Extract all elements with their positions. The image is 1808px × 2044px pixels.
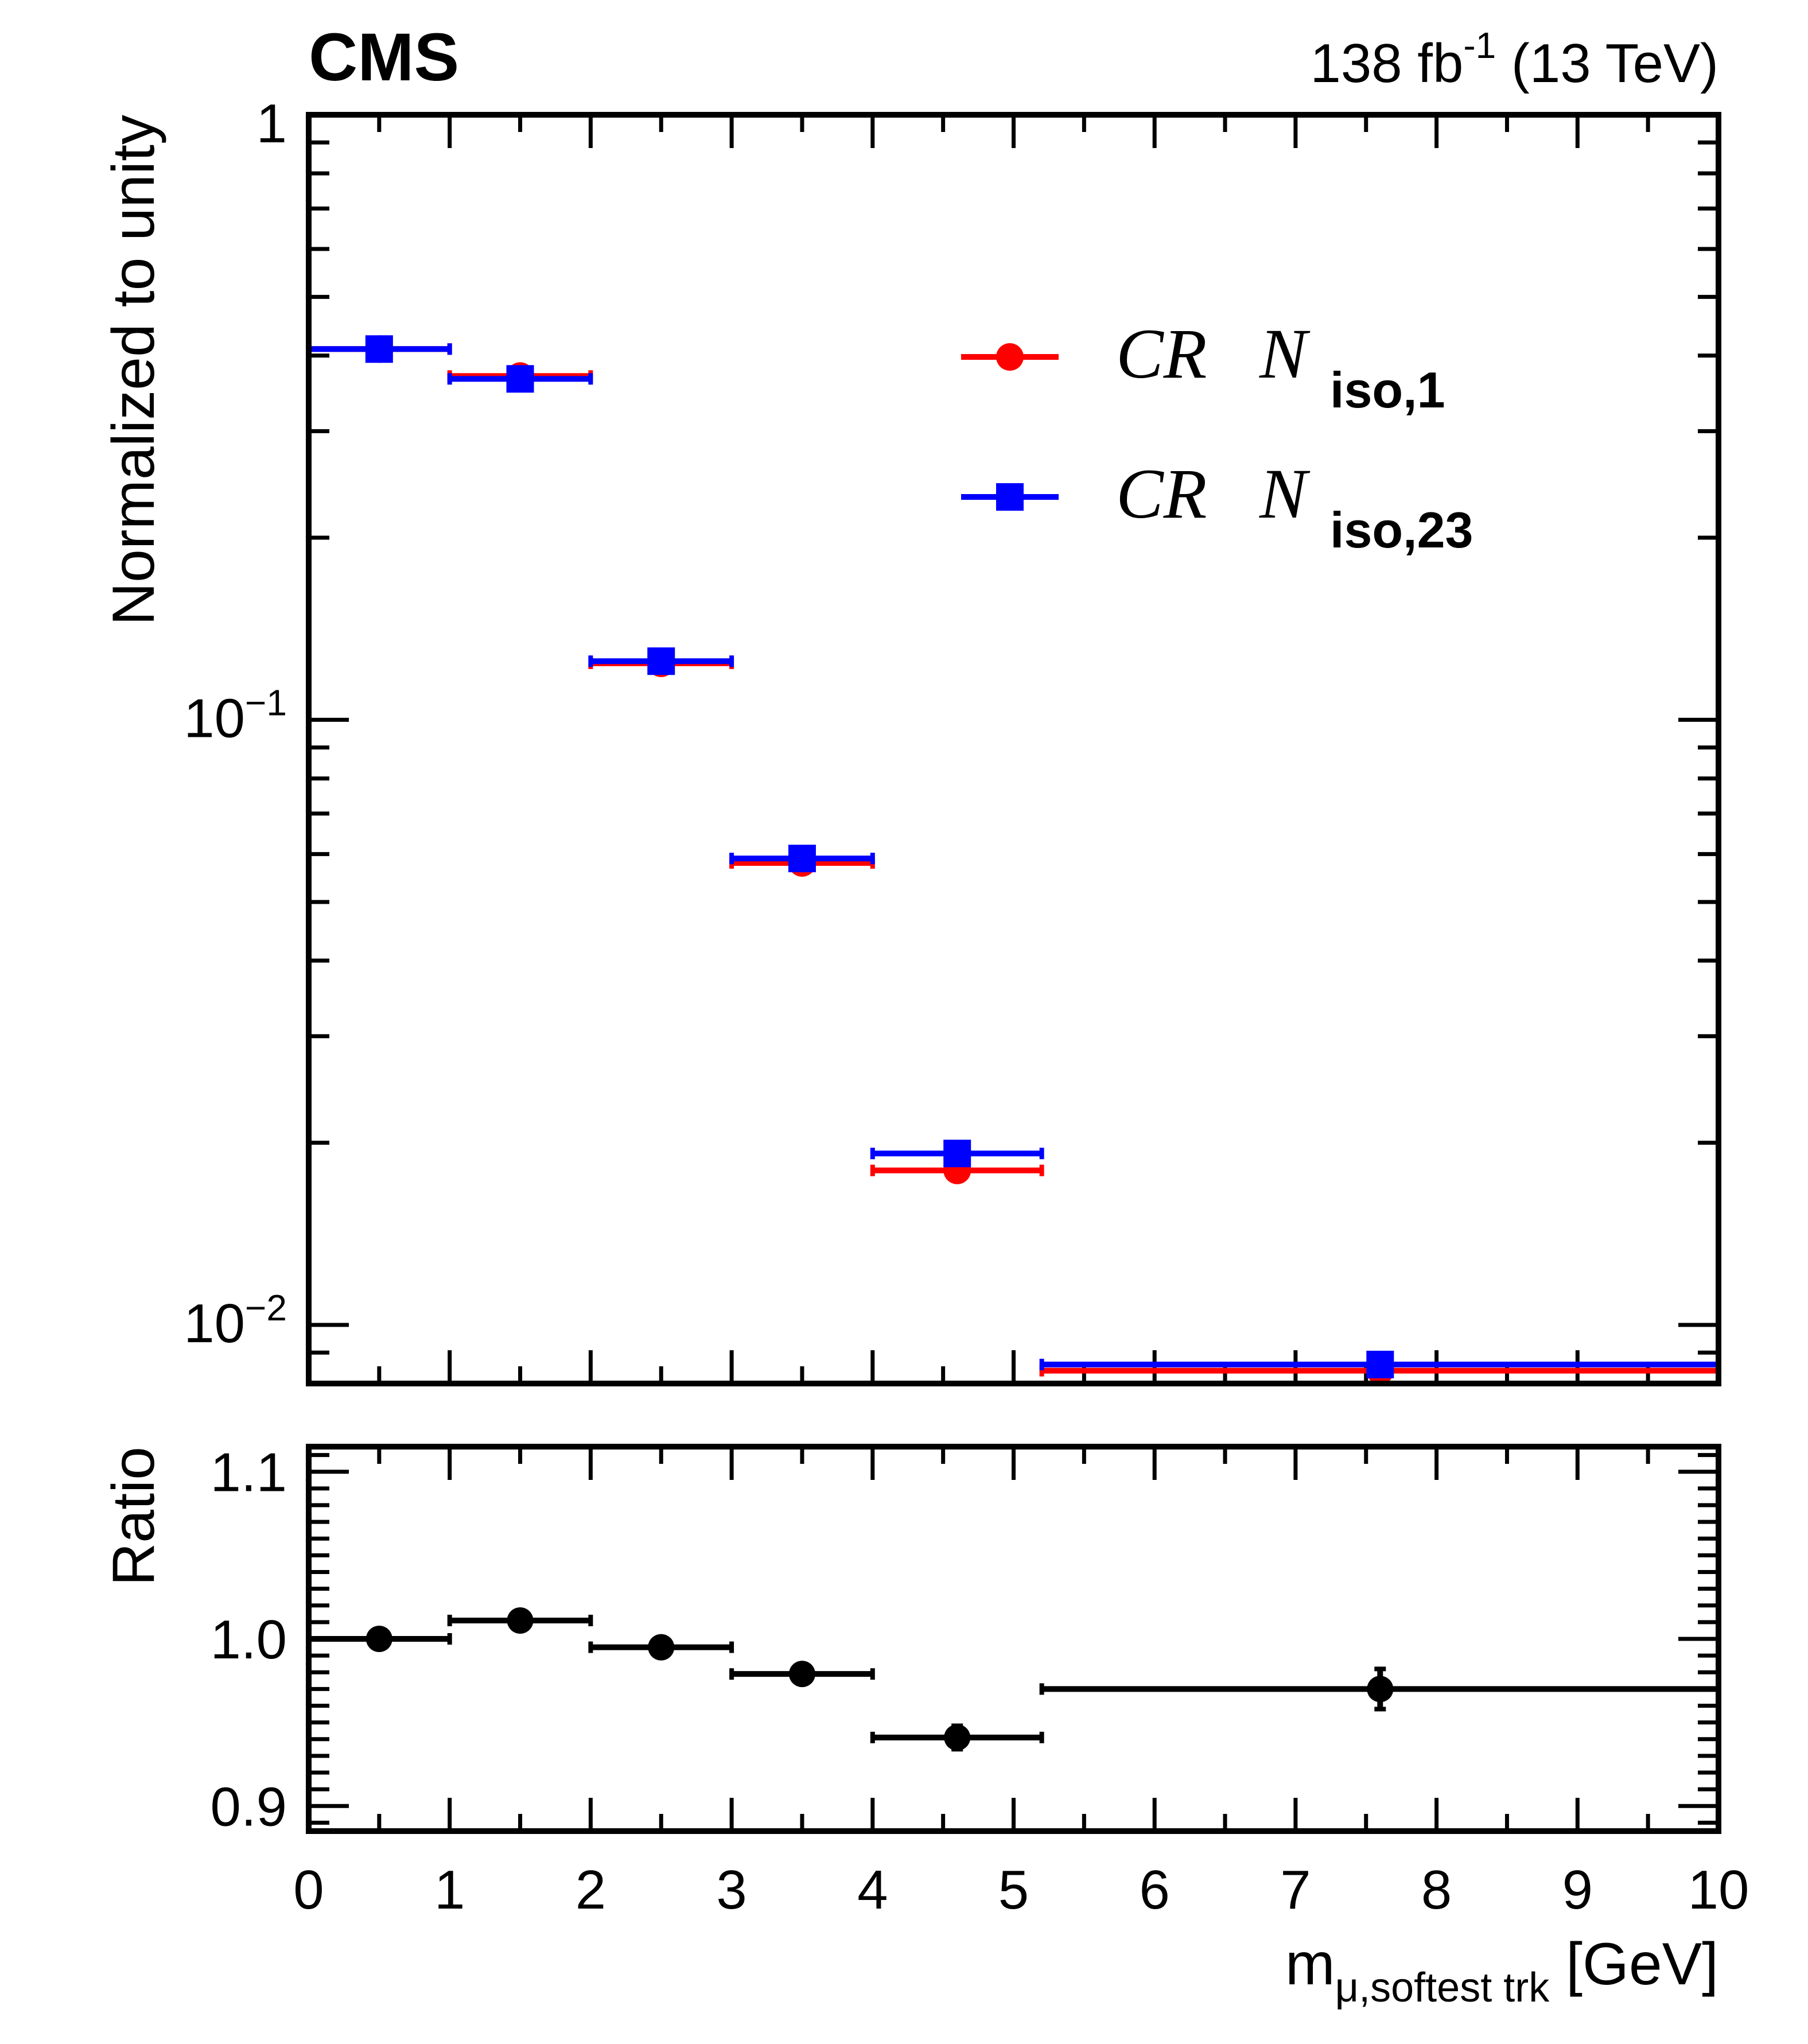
x-tick-label: 9	[1562, 1859, 1593, 1921]
x-axis-title-main: m	[1285, 1931, 1335, 1998]
ratio-point	[306, 1626, 452, 1652]
x-tick-label: 1	[434, 1859, 465, 1921]
ratio-ticks	[306, 1447, 1721, 1831]
x-tick-label: 4	[857, 1859, 888, 1921]
cms-label: CMS	[309, 20, 459, 95]
main-y-tick-labels: 110−110−2	[184, 93, 287, 1354]
ratio-marker	[507, 1607, 534, 1634]
legend-prefix: CR	[1116, 314, 1207, 393]
ratio-frame	[306, 1444, 1721, 1834]
x-tick-label: 6	[1140, 1859, 1170, 1921]
x-tick-label: 3	[716, 1859, 746, 1921]
ratio-point	[447, 1607, 593, 1634]
data-point-square	[647, 647, 675, 675]
legend-subscript: iso,1	[1330, 362, 1445, 418]
x-axis-title-unit: [GeV]	[1549, 1931, 1718, 1998]
y-tick-exponent: −1	[245, 682, 287, 723]
ratio-y-tick-label: 0.9	[211, 1776, 287, 1837]
main-series	[306, 335, 1721, 1385]
x-tick-label: 8	[1421, 1859, 1452, 1921]
x-tick-label: 5	[998, 1859, 1029, 1921]
main-frame	[306, 112, 1721, 1386]
lumi-value: 138 fb	[1310, 33, 1463, 94]
ratio-marker	[366, 1626, 392, 1652]
energy-label: (13 TeV)	[1496, 33, 1718, 94]
ratio-point	[729, 1661, 875, 1688]
main-y-axis-title: Normalized to unity	[100, 115, 167, 625]
main-y-tick-label: 10−2	[184, 1287, 287, 1354]
y-tick-base: 1	[256, 93, 287, 154]
series-cr-niso23	[306, 335, 1721, 1378]
data-point-square	[943, 1140, 971, 1168]
x-axis-title: mμ,softest trk [GeV]	[1285, 1931, 1718, 2011]
main-ticks	[306, 112, 1721, 1386]
ratio-panel: 0.9 1.0 1.1 0 1 2 3 4 5 6 7 8 9 10 Ratio mμ,softest …	[100, 1442, 1749, 2011]
ratio-marker	[648, 1634, 675, 1661]
x-tick-label: 10	[1688, 1859, 1749, 1921]
lumi-label: 138 fb-1 (13 TeV)	[1310, 25, 1718, 94]
legend-subscript: iso,23	[1330, 502, 1473, 558]
ratio-point	[870, 1723, 1044, 1752]
ratio-series	[306, 1607, 1721, 1752]
main-y-tick-label: 1	[256, 93, 287, 154]
y-tick-base: 10	[184, 1293, 245, 1354]
legend-prefix: CR	[1116, 454, 1207, 533]
ratio-marker	[944, 1724, 971, 1751]
x-axis-title-sub: μ,softest trk	[1335, 1965, 1550, 2011]
legend-variable: N	[1259, 314, 1311, 393]
y-tick-base: 10	[184, 687, 245, 749]
lumi-exponent: -1	[1463, 25, 1496, 66]
x-tick-label: 7	[1280, 1859, 1311, 1921]
y-tick-exponent: −2	[245, 1287, 287, 1328]
data-point-square	[506, 365, 534, 393]
legend-marker-square	[996, 483, 1024, 511]
x-tick-label: 2	[576, 1859, 606, 1921]
ratio-point	[1039, 1666, 1721, 1712]
x-tick-label: 0	[293, 1859, 324, 1921]
ratio-y-tick-labels: 0.9 1.0 1.1	[211, 1442, 287, 1838]
ratio-y-axis-title: Ratio	[100, 1447, 167, 1586]
data-point-square	[365, 335, 393, 363]
ratio-y-tick-label: 1.1	[211, 1442, 287, 1503]
x-tick-labels: 0 1 2 3 4 5 6 7 8 9 10	[293, 1859, 1749, 1921]
ratio-marker	[788, 1661, 815, 1688]
ratio-marker	[1367, 1676, 1394, 1703]
legend-marker-circle	[996, 343, 1024, 371]
legend-variable: N	[1259, 454, 1311, 533]
main-y-tick-label: 10−1	[184, 682, 287, 749]
ratio-y-tick-label: 1.0	[211, 1609, 287, 1670]
data-point-square	[788, 845, 816, 873]
ratio-point	[588, 1634, 734, 1661]
data-point-square	[1366, 1350, 1394, 1378]
